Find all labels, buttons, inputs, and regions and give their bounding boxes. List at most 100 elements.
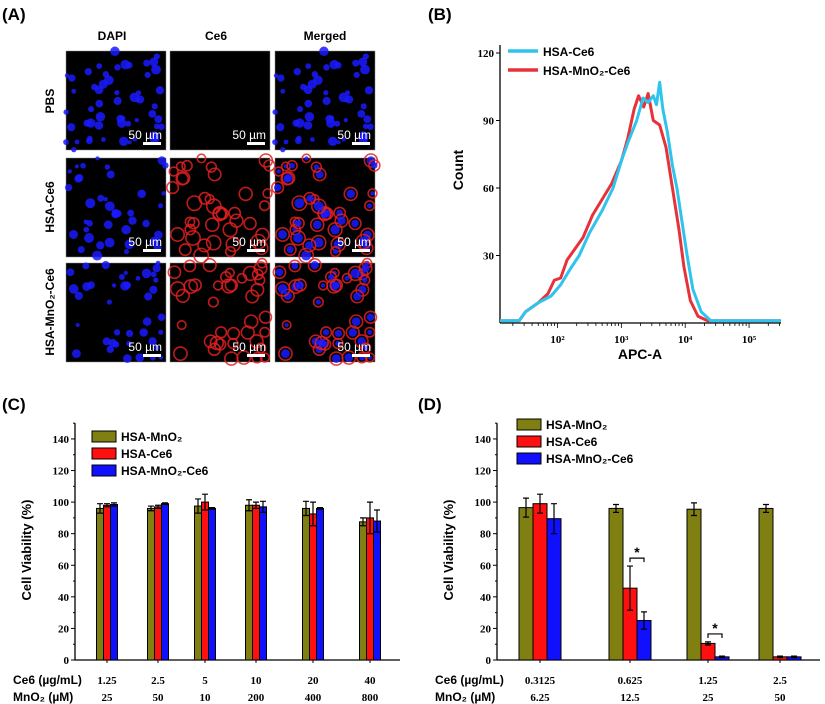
scale-bar-label: 50 µm bbox=[337, 128, 371, 142]
nucleus bbox=[322, 329, 330, 336]
nucleus bbox=[118, 274, 125, 280]
nucleus bbox=[334, 120, 341, 127]
error-bar bbox=[763, 503, 769, 513]
x-tick-label: 10⁴ bbox=[678, 334, 693, 346]
nucleus bbox=[327, 274, 334, 280]
nucleus bbox=[142, 317, 152, 326]
nucleus bbox=[64, 183, 73, 192]
nucleus bbox=[110, 46, 120, 57]
nucleus bbox=[128, 216, 137, 225]
x-tick-label: 2.5 bbox=[773, 675, 787, 687]
row-label-hsa-ce6: HSA-Ce6 bbox=[43, 181, 57, 233]
bar bbox=[110, 503, 118, 661]
ce6-signal bbox=[245, 289, 260, 304]
nucleus bbox=[134, 117, 139, 123]
cell-viability-chart-d: 0 20 40 60 80 100 120 140 Cell Viability (%) Ce6 … bbox=[435, 418, 820, 704]
y-axis-label: Count bbox=[450, 149, 466, 190]
error-bar bbox=[260, 500, 266, 513]
nucleus bbox=[335, 340, 341, 347]
ce6-signal bbox=[259, 352, 271, 363]
nucleus bbox=[96, 241, 105, 250]
error-bar bbox=[155, 504, 161, 510]
ce6-signal bbox=[286, 159, 298, 172]
bar bbox=[147, 507, 155, 661]
nucleus bbox=[310, 261, 319, 270]
ce6-signal bbox=[176, 319, 187, 331]
ce6-signal bbox=[355, 233, 372, 250]
bar bbox=[259, 506, 267, 661]
error-bar bbox=[777, 655, 783, 659]
ce6-signal bbox=[185, 230, 201, 246]
x-tick-label-2: 25 bbox=[102, 692, 114, 704]
legend-swatch bbox=[516, 452, 542, 465]
nucleus bbox=[111, 283, 117, 288]
ce6-signal bbox=[205, 161, 218, 173]
nucleus bbox=[113, 329, 121, 336]
nucleus bbox=[141, 268, 152, 279]
error-bar bbox=[310, 501, 316, 527]
nucleus bbox=[144, 71, 151, 79]
micrograph-ce6-row2: 50 µm bbox=[165, 153, 276, 264]
bar bbox=[194, 505, 202, 661]
nucleus bbox=[303, 85, 313, 95]
y-tick-label: 90 bbox=[483, 116, 495, 128]
nucleus bbox=[276, 123, 285, 132]
series-line-1 bbox=[500, 92, 781, 323]
ce6-signal bbox=[280, 171, 295, 186]
nucleus bbox=[286, 246, 294, 254]
legend-label: HSA-MnO₂-Ce6 bbox=[546, 452, 634, 466]
ce6-signal bbox=[348, 216, 362, 231]
nucleus bbox=[150, 271, 157, 278]
bar bbox=[302, 507, 310, 661]
x-row-label-mno2: MnO₂ (µM) bbox=[13, 690, 73, 704]
y-tick-label: 0 bbox=[64, 655, 70, 667]
nucleus bbox=[326, 118, 336, 128]
x-tick-label: 1.25 bbox=[97, 675, 117, 687]
x-tick-label: 2.5 bbox=[151, 675, 165, 687]
nucleus bbox=[358, 57, 368, 67]
scale-bar-label: 50 µm bbox=[232, 128, 266, 142]
ce6-signal bbox=[224, 246, 237, 258]
nucleus bbox=[296, 281, 304, 289]
ce6-signal bbox=[345, 325, 360, 340]
ce6-signal bbox=[175, 171, 190, 186]
nucleus bbox=[328, 115, 335, 122]
nucleus bbox=[293, 233, 303, 243]
nucleus bbox=[101, 137, 106, 142]
ce6-signal bbox=[360, 342, 372, 354]
ce6-signal bbox=[301, 153, 312, 164]
nucleus bbox=[104, 201, 115, 212]
micrograph-merged-row3: 50 µm bbox=[272, 257, 378, 366]
nucleus bbox=[297, 106, 304, 113]
nucleus bbox=[322, 96, 331, 106]
nucleus bbox=[149, 236, 160, 247]
ce6-signal bbox=[236, 272, 248, 284]
nucleus bbox=[88, 106, 95, 113]
nucleus bbox=[319, 46, 329, 57]
nucleus bbox=[119, 115, 126, 122]
nucleus bbox=[85, 198, 96, 209]
x-tick-label: 0.3125 bbox=[525, 675, 556, 687]
ce6-signal bbox=[207, 296, 219, 308]
ce6-signal bbox=[292, 217, 305, 230]
error-bar bbox=[374, 509, 380, 533]
nucleus bbox=[281, 349, 290, 359]
nucleus bbox=[346, 189, 355, 199]
ce6-signal bbox=[196, 153, 207, 164]
ce6-signal bbox=[364, 200, 376, 212]
ce6-signal bbox=[293, 278, 307, 292]
ce6-signal bbox=[272, 265, 287, 280]
y-tick-label: 100 bbox=[53, 497, 70, 509]
nucleus bbox=[74, 139, 80, 145]
y-tick-label: 80 bbox=[480, 529, 492, 541]
nucleus bbox=[273, 183, 282, 192]
nucleus bbox=[144, 292, 153, 301]
error-bar bbox=[791, 655, 797, 659]
error-bar bbox=[719, 655, 725, 659]
nucleus bbox=[296, 135, 302, 142]
bar bbox=[96, 507, 104, 661]
bar bbox=[373, 520, 381, 661]
error-bar bbox=[627, 565, 633, 611]
y-tick-label: 100 bbox=[475, 497, 492, 509]
nucleus bbox=[344, 353, 354, 362]
